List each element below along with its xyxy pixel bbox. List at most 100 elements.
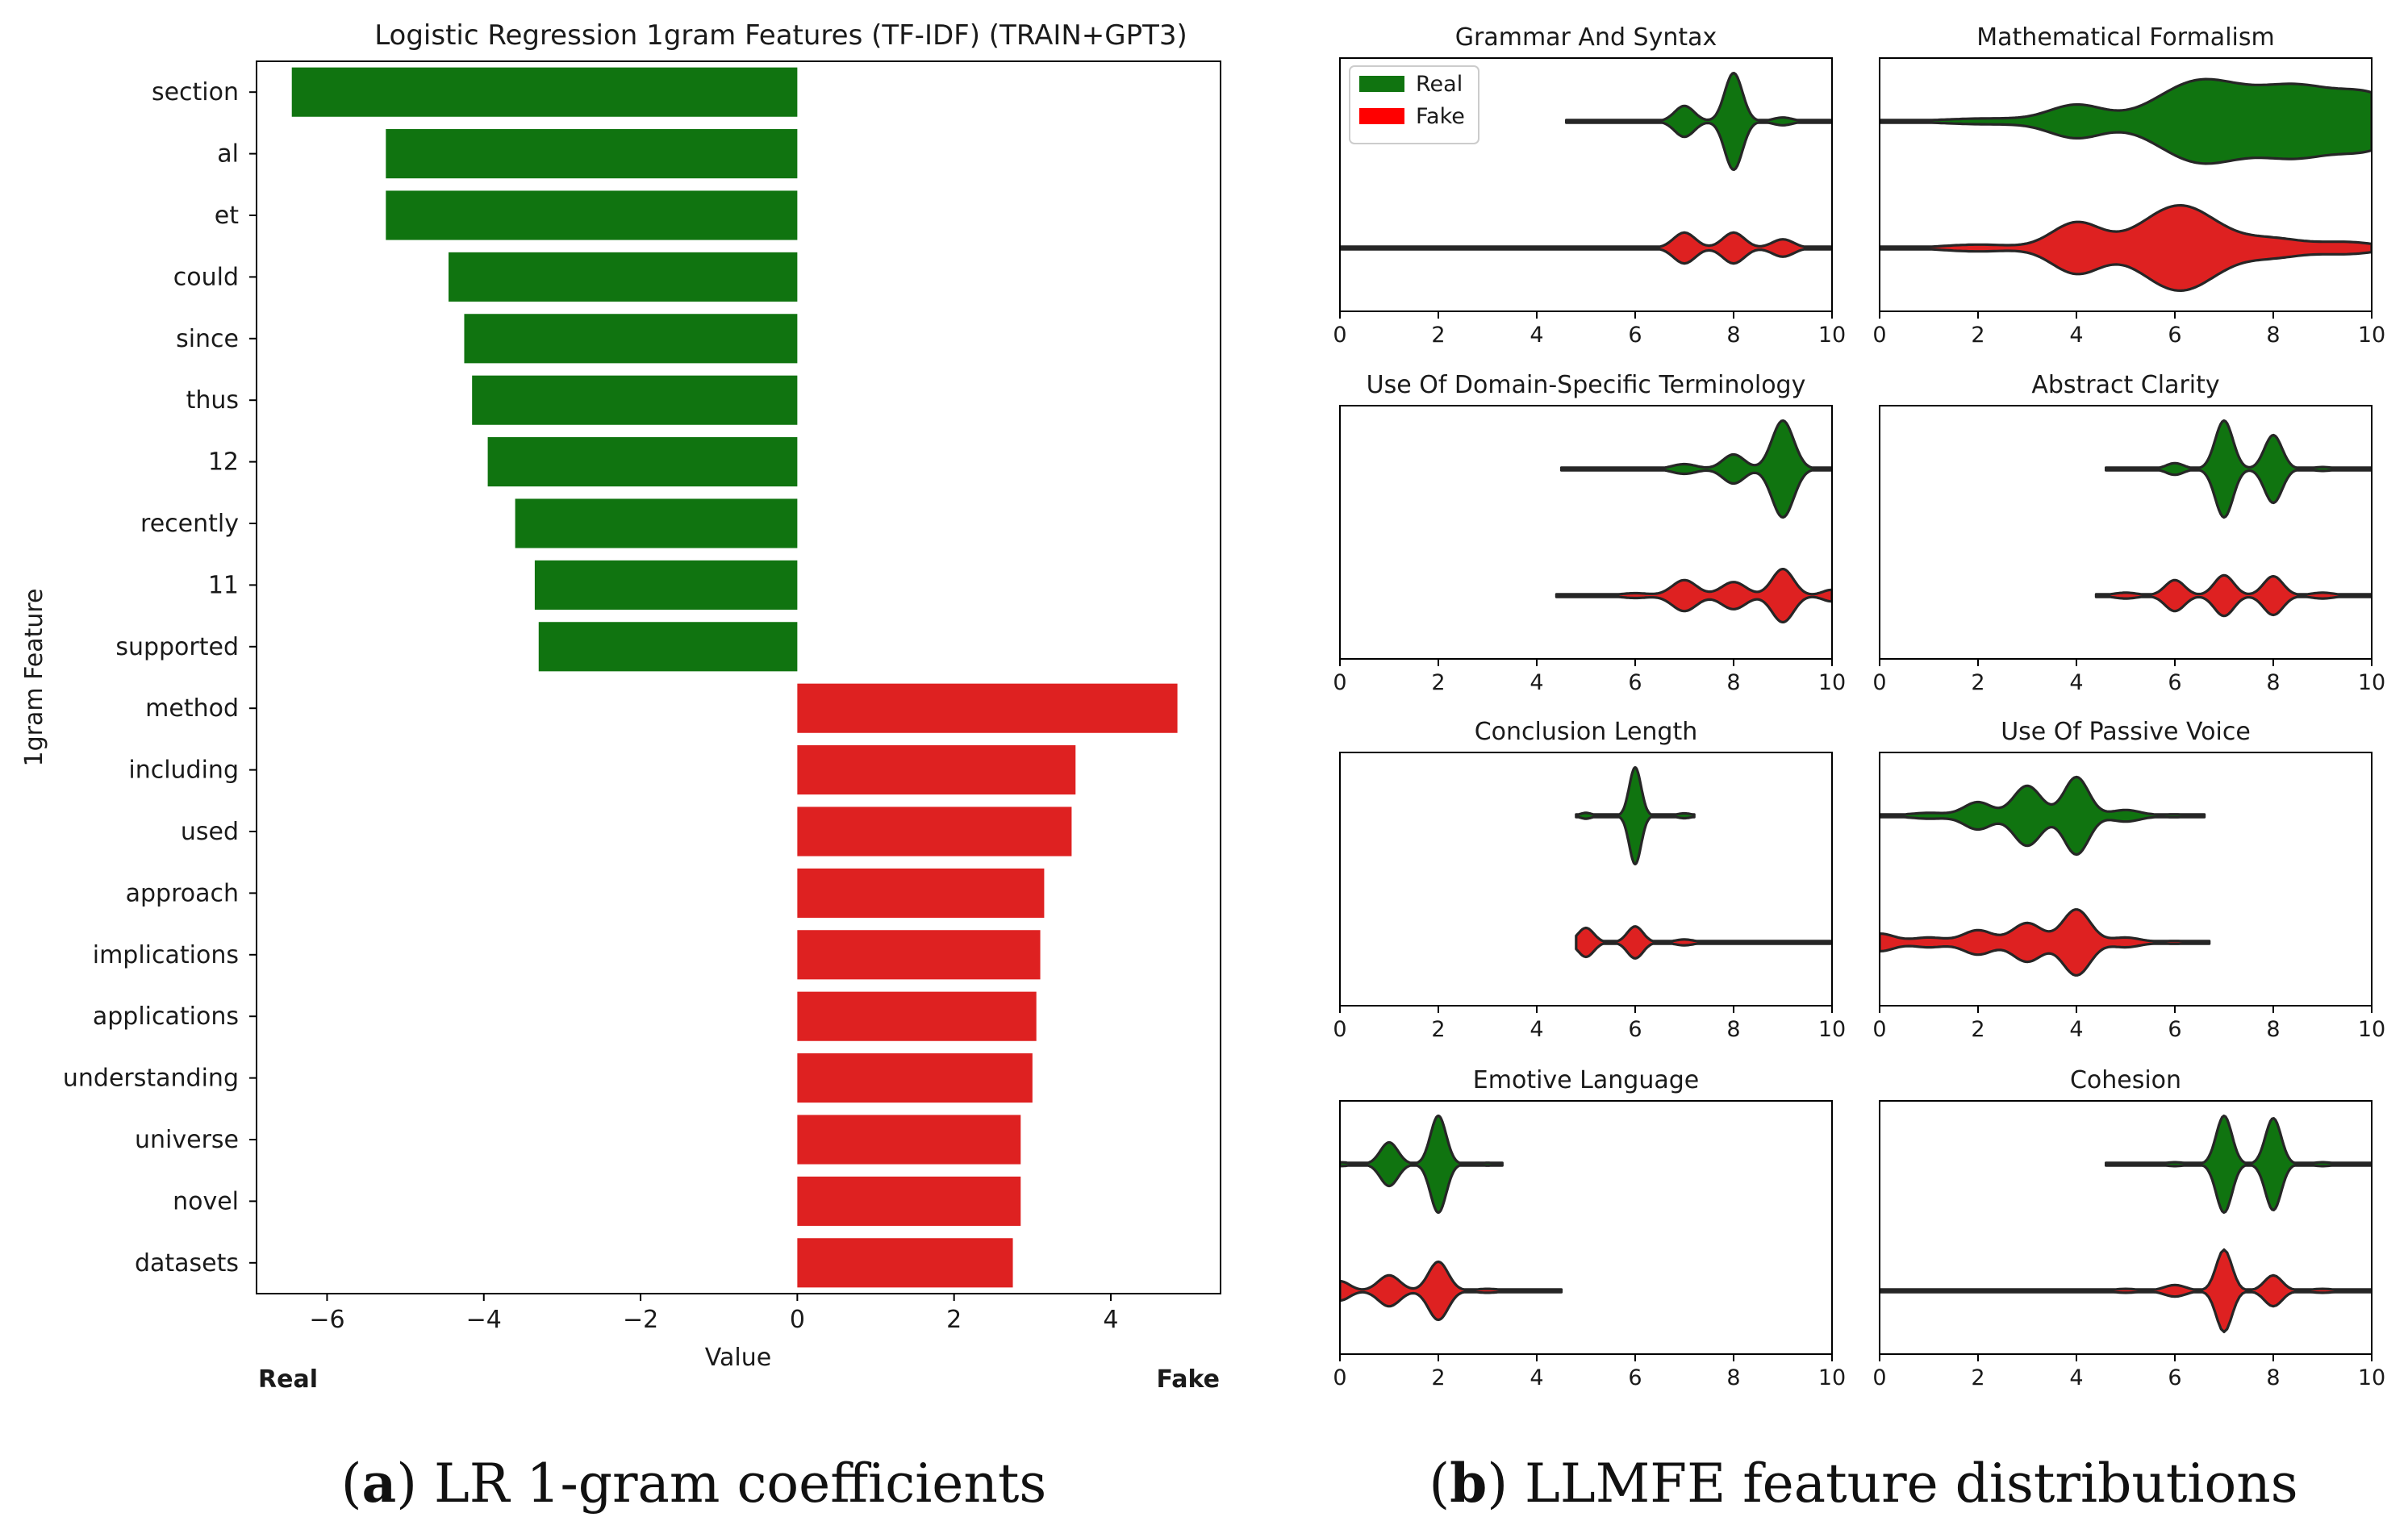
bar-ytick-label: 11 <box>208 571 239 599</box>
violin-panel: Abstract Clarity 0 2 4 6 8 10 <box>1872 371 2385 695</box>
llmfe-violin-grid: Grammar And Syntax 0 2 4 6 8 10 Real Fake Mathema… <box>1333 23 2385 1390</box>
violin-panel-title: Mathematical Formalism <box>1976 23 2274 52</box>
bar-ytick-label: method <box>145 694 239 723</box>
caption-a: (a) LR 1-gram coefficients <box>341 1452 1047 1515</box>
legend-swatch-real <box>1359 76 1404 92</box>
bar-al <box>386 129 798 179</box>
violin-xtick-label: 0 <box>1333 1017 1346 1042</box>
violin-xtick-label: 8 <box>1726 323 1740 348</box>
violin-marks <box>1880 775 2211 977</box>
violin-xtick-label: 4 <box>1530 1017 1543 1042</box>
violin-real <box>1340 1114 1504 1215</box>
legend-label-fake: Fake <box>1416 104 1465 129</box>
bar-since <box>464 314 798 364</box>
violin-xtick-label: 10 <box>2358 1365 2385 1390</box>
violin-xtick-label: 6 <box>2168 1017 2181 1042</box>
bar-ytick-label: et <box>215 202 239 230</box>
violin-panel-frame <box>1879 1100 2373 1355</box>
bar-xtick-label: −6 <box>309 1306 344 1334</box>
lr-1gram-bar-chart: Logistic Regression 1gram Features (TF-I… <box>20 19 1221 1394</box>
real-note: Real <box>258 1365 318 1394</box>
bar-xtick-label: −4 <box>466 1306 502 1334</box>
bar-thus <box>472 375 798 425</box>
bar-understanding <box>797 1053 1033 1103</box>
bar-xticks: −6 −4 −2 0 2 4 <box>309 1294 1119 1334</box>
violin-panel-frame <box>1339 752 1833 1007</box>
violin-panel: Emotive Language 0 2 4 6 8 10 <box>1333 1066 1846 1390</box>
violin-xtick-label: 6 <box>2168 323 2181 348</box>
violin-xtick-label: 0 <box>1872 323 1886 348</box>
violin-fake <box>1880 1248 2372 1334</box>
violin-xtick-label: 4 <box>2069 323 2083 348</box>
violin-panel: Conclusion Length 0 2 4 6 8 10 <box>1333 718 1846 1042</box>
violin-xtick-label: 10 <box>1818 1017 1846 1042</box>
fake-note: Fake <box>1157 1365 1220 1394</box>
violin-real <box>1565 72 1832 171</box>
violin-fake <box>1340 231 1832 265</box>
violin-xtick-label: 0 <box>1333 1365 1346 1390</box>
violin-panel-frame <box>1879 752 2373 1007</box>
violin-xtick-label: 8 <box>1726 670 1740 695</box>
bar-xtick-label: 2 <box>946 1306 962 1334</box>
violin-xtick-label: 4 <box>1530 323 1543 348</box>
violin-xtick-label: 2 <box>1971 670 1984 695</box>
bar-applications <box>797 991 1037 1041</box>
bar-including <box>797 745 1076 795</box>
violin-xtick-label: 0 <box>1872 1365 1886 1390</box>
violin-xtick-label: 2 <box>1971 323 1984 348</box>
bar-marks <box>291 67 1178 1288</box>
bar-datasets <box>797 1238 1013 1288</box>
bar-used <box>797 807 1072 857</box>
violin-marks <box>1340 1114 1563 1322</box>
violin-marks <box>1575 765 1832 960</box>
violin-panel-frame <box>1879 57 2373 312</box>
bar-section <box>291 67 798 117</box>
caption-b: (b) LLMFE feature distributions <box>1429 1452 2297 1515</box>
bar-11 <box>534 560 798 610</box>
violin-xtick-label: 8 <box>2266 670 2280 695</box>
bar-xtick-label: 4 <box>1103 1306 1118 1334</box>
bar-could <box>449 252 798 302</box>
bar-supported <box>538 622 798 672</box>
violin-xtick-label: 2 <box>1971 1017 1984 1042</box>
violin-legend: Real Fake <box>1349 65 1479 144</box>
bar-et <box>386 190 798 240</box>
violin-real <box>1575 765 1696 866</box>
violin-xtick-label: 0 <box>1333 323 1346 348</box>
bar-ytick-label: al <box>217 140 239 169</box>
violin-xtick-label: 10 <box>2358 670 2385 695</box>
violin-xtick-label: 0 <box>1333 670 1346 695</box>
violin-panel: Mathematical Formalism 0 2 4 6 8 10 <box>1872 23 2385 348</box>
violin-xtick-label: 10 <box>2358 323 2385 348</box>
violin-panel-title: Use Of Domain-Specific Terminology <box>1367 371 1806 399</box>
bar-novel <box>797 1176 1021 1226</box>
violin-xtick-label: 10 <box>2358 1017 2385 1042</box>
violin-xtick-label: 6 <box>1628 1365 1642 1390</box>
bar-ytick-label: 12 <box>208 448 239 477</box>
caption-b-letter: b <box>1450 1452 1487 1515</box>
violin-xtick-label: 10 <box>1818 1365 1846 1390</box>
bar-ytick-label: applications <box>93 1002 239 1031</box>
bar-ytick-label: novel <box>173 1187 239 1215</box>
violin-fake <box>1880 204 2372 292</box>
violin-panel: Use Of Passive Voice 0 2 4 6 8 10 <box>1872 718 2385 1042</box>
bar-method <box>797 683 1178 733</box>
violin-panel-frame <box>1879 405 2373 660</box>
bar-ytick-label: thus <box>186 386 239 415</box>
legend-swatch-fake <box>1359 108 1404 124</box>
violin-panel-title: Cohesion <box>2070 1066 2181 1094</box>
violin-panel-title: Abstract Clarity <box>2031 371 2219 399</box>
violin-xtick-label: 0 <box>1872 1017 1886 1042</box>
violin-xtick-label: 0 <box>1872 670 1886 695</box>
bar-xtick-label: −2 <box>623 1306 658 1334</box>
bar-ytick-label: implications <box>93 941 239 969</box>
bar-approach <box>797 868 1045 918</box>
violin-xtick-label: 2 <box>1971 1365 1984 1390</box>
violin-fake <box>2094 573 2372 618</box>
violin-fake <box>1340 1260 1563 1322</box>
violin-marks <box>2094 419 2372 618</box>
bar-x-axis-label: Value <box>705 1344 771 1372</box>
legend-label-real: Real <box>1416 72 1463 97</box>
violin-panel-frame <box>1339 405 1833 660</box>
bar-recently <box>515 498 798 548</box>
